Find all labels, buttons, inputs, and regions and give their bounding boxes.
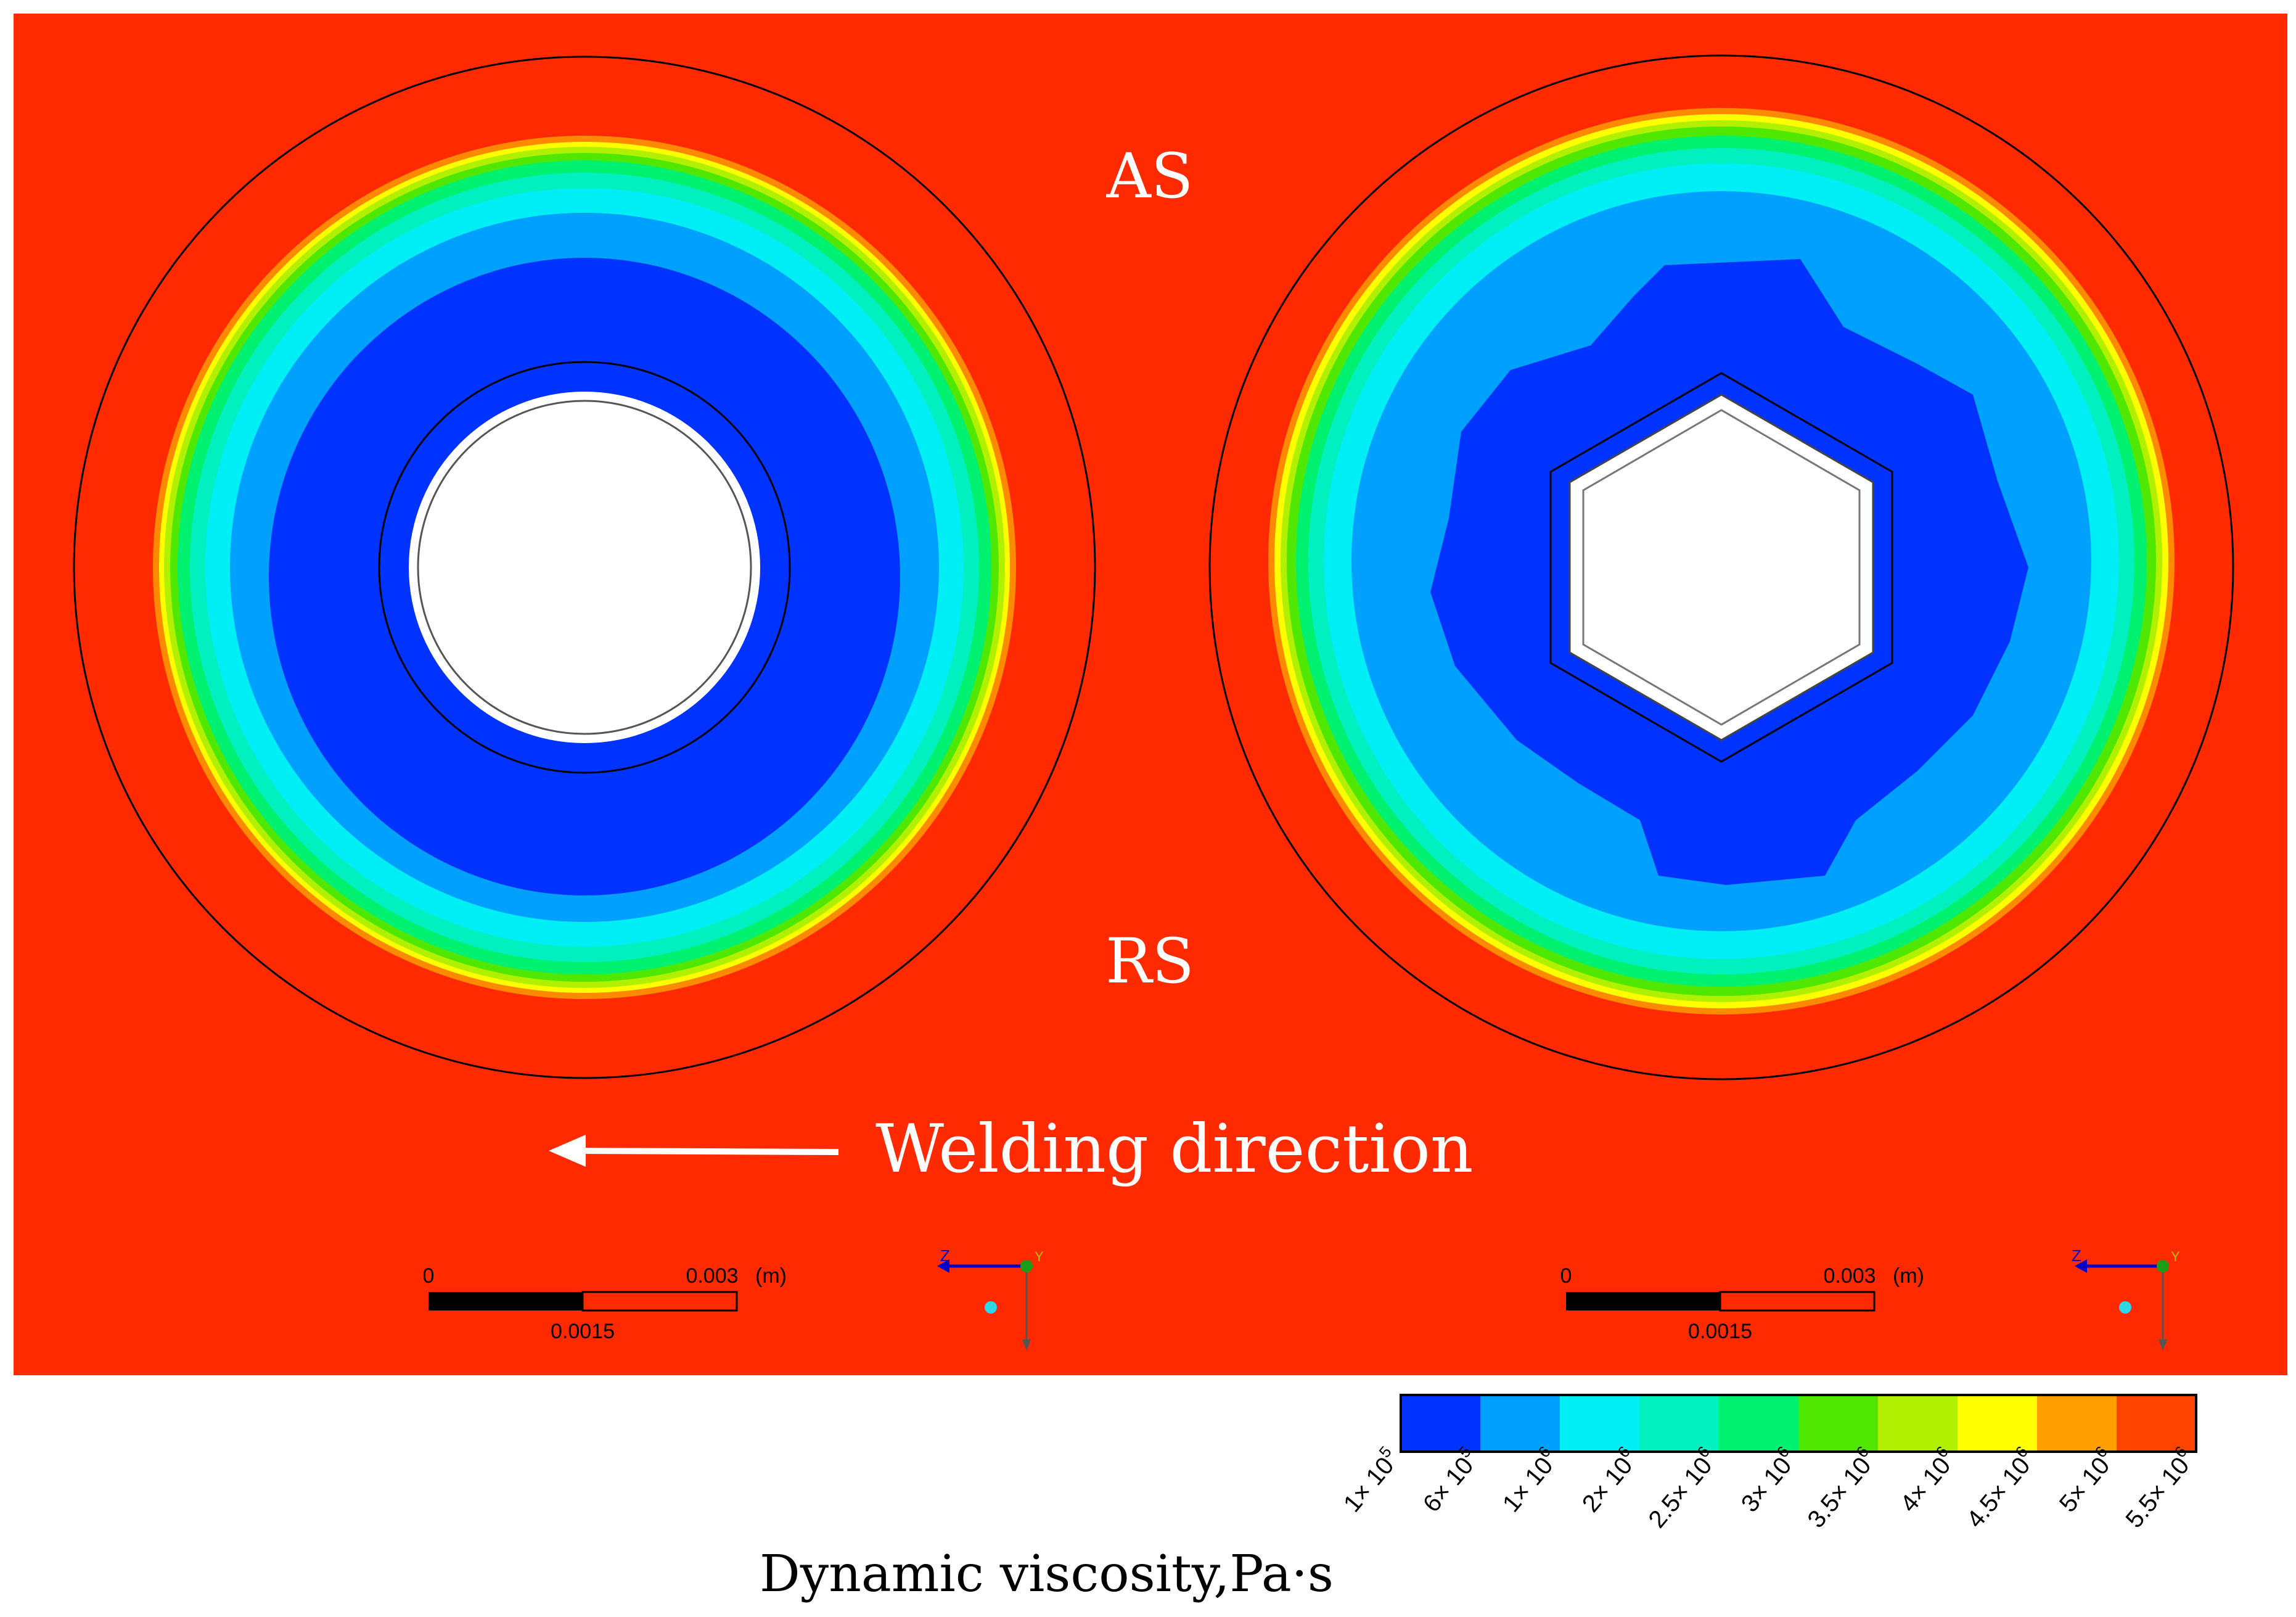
- axis-z-label: Z: [940, 1246, 950, 1265]
- scale-bar-end-label: 0.003: [1823, 1264, 1876, 1288]
- axis-y-label: Y: [1035, 1249, 1044, 1264]
- scale-bar-start-label: 0: [423, 1264, 435, 1288]
- colorbar-frame: [1400, 1394, 2197, 1453]
- scale-bar-right: 0 0.003 (m) 0.0015: [1560, 1264, 1924, 1343]
- pin-inner-outline: [417, 400, 752, 735]
- colorbar-tick-label: 2× 106: [1573, 1442, 1643, 1517]
- welding-direction-arrow: [549, 1135, 839, 1167]
- colorbar-tick-label: 3× 106: [1732, 1442, 1802, 1517]
- colorbar-band-5: [1798, 1395, 1879, 1452]
- colorbar-tick-label: 1× 106: [1494, 1442, 1564, 1517]
- scale-bar-unit-label: (m): [755, 1264, 787, 1288]
- axes-triad-left: Z Y: [937, 1246, 1044, 1351]
- colorbar-band-8: [2037, 1395, 2117, 1452]
- scale-bar-end-label: 0.003: [686, 1264, 738, 1288]
- axis-z-label: Z: [2072, 1246, 2081, 1265]
- colorbar-band-7: [1958, 1395, 2038, 1452]
- panel-cylindrical-pin: [73, 56, 1096, 1079]
- scale-bar-mid-label: 0.0015: [1688, 1320, 1752, 1343]
- pin-outline: [378, 361, 791, 774]
- colorbar-title: Dynamic viscosity,Pa·s: [760, 1545, 1334, 1603]
- axis-y-label: Y: [2171, 1249, 2180, 1264]
- pin-core: [409, 392, 760, 743]
- scale-bar-unit-label: (m): [1893, 1264, 1924, 1288]
- retreating-side-label: RS: [1105, 925, 1194, 997]
- hex-pin-inner-outline: [1582, 409, 1861, 726]
- panel-hexagonal-pin: [1208, 54, 2234, 1080]
- advancing-side-label: AS: [1106, 140, 1194, 212]
- colorbar-band-2: [1560, 1395, 1640, 1452]
- scale-bar-left: 0 0.003 (m) 0.0015: [423, 1264, 787, 1343]
- colorbar-band-9: [2117, 1395, 2197, 1452]
- axes-triad-right: Z Y: [2072, 1246, 2180, 1351]
- colorbar-tick-label: 6× 105: [1414, 1442, 1484, 1517]
- colorbar-band-6: [1878, 1395, 1958, 1452]
- shoulder-outline: [1208, 54, 2234, 1080]
- colorbar-tick-label: 4× 106: [1892, 1442, 1961, 1517]
- colorbar-tick-label: 4.5× 106: [1958, 1442, 2041, 1533]
- colorbar-band-0: [1401, 1395, 1481, 1452]
- hex-pin-core: [1568, 393, 1874, 741]
- colorbar-tick-label: 5.5× 106: [2117, 1442, 2200, 1533]
- colorbar-tick-label: 2.5× 106: [1640, 1442, 1723, 1533]
- colorbar-tick-label: 3.5× 106: [1799, 1442, 1882, 1533]
- scale-bar-mid-label: 0.0015: [551, 1320, 615, 1343]
- colorbar-band-1: [1480, 1395, 1560, 1452]
- hex-pin-outline: [1549, 372, 1893, 763]
- colorbar-tick-label: 1× 105: [1335, 1442, 1404, 1517]
- scale-bar-start-label: 0: [1560, 1264, 1572, 1288]
- colorbar-tick-label: 5× 106: [2051, 1442, 2120, 1517]
- colorbar-band-4: [1719, 1395, 1799, 1452]
- shoulder-outline: [73, 56, 1096, 1079]
- welding-direction-label: Welding direction: [875, 1111, 1474, 1188]
- colorbar-band-3: [1639, 1395, 1720, 1452]
